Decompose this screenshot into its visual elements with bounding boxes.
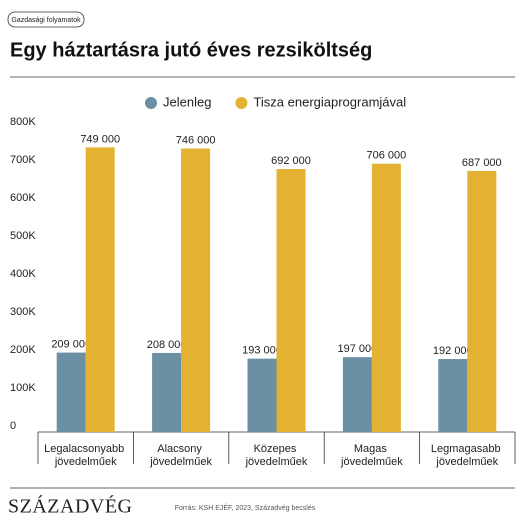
value-label: 193 000: [242, 345, 282, 357]
tag-box: [7, 11, 85, 28]
value-label: 209 000: [51, 338, 91, 350]
chart-title: Egy háztartásra jutó éves rezsiköltség: [10, 39, 372, 61]
value-label: 192 000: [433, 345, 473, 357]
bar: [276, 169, 306, 433]
logo: SZÁZADVÉG: [8, 495, 133, 518]
y-tick-label: 200K: [10, 344, 36, 356]
x-tick-label-line: Legmagasabb: [431, 443, 504, 455]
bar: [371, 163, 401, 432]
x-tick-label: Legmagasabb jövedelműek: [431, 443, 504, 468]
y-tick-label: 600K: [10, 192, 36, 204]
bar: [342, 357, 372, 432]
y-tick-label: 500K: [10, 230, 36, 242]
y-tick-label: 400K: [10, 268, 36, 280]
x-tick-label-line: jövedelműek: [435, 456, 498, 468]
x-tick-label: Legalacsonyabb jövedelműek: [44, 443, 127, 468]
legend-label: Jelenleg: [163, 94, 211, 109]
y-tick-label: 100K: [10, 382, 36, 394]
source: Forrás: KSH EJÉF, 2023, Századvég becslé…: [175, 503, 316, 512]
x-tick-label-line: jövedelműek: [245, 456, 308, 468]
x-tick-label-line: Közepes: [254, 443, 300, 455]
bar: [85, 147, 115, 432]
x-tick-label: Magas jövedelműek: [340, 443, 403, 468]
value-label: 749 000: [80, 133, 120, 145]
bar: [438, 359, 468, 432]
y-tick-label: 300K: [10, 306, 36, 318]
y-tick-label: 800K: [10, 116, 36, 128]
y-tick-label: 700K: [10, 154, 36, 166]
x-tick-label: Alacsony jövedelműek: [149, 443, 212, 468]
bar: [247, 358, 277, 432]
bar: [181, 148, 211, 432]
value-label: 746 000: [176, 134, 216, 146]
legend-swatch: [235, 97, 248, 109]
legend-label: Tisza energiaprogramjával: [253, 94, 406, 109]
value-label: 687 000: [462, 157, 502, 169]
x-tick-label-line: jövedelműek: [149, 456, 212, 468]
x-tick-label-line: jövedelműek: [340, 456, 403, 468]
bar: [152, 352, 182, 432]
legend-swatch: [145, 97, 157, 109]
value-label: 208 000: [147, 339, 187, 351]
x-tick-label-line: jövedelműek: [54, 456, 117, 468]
value-label: 692 000: [271, 155, 311, 167]
x-tick-label: Közepes jövedelműek: [245, 443, 308, 468]
y-tick-label: 0: [10, 420, 16, 432]
x-tick-label-line: Magas: [354, 443, 390, 455]
bar: [467, 170, 497, 432]
x-tick-label-line: Legalacsonyabb: [44, 443, 127, 455]
bar: [56, 352, 86, 432]
tag: Gazdasági folyamatok: [11, 17, 81, 24]
value-label: 197 000: [338, 343, 378, 355]
value-label: 706 000: [367, 150, 407, 162]
x-tick-label-line: Alacsony: [157, 443, 205, 455]
